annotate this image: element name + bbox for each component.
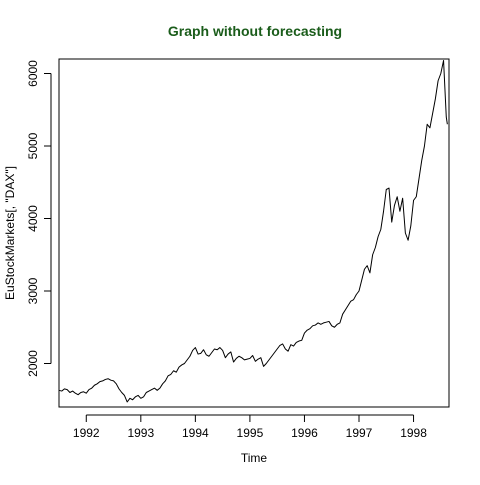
x-tick-label: 1997 (346, 426, 373, 440)
y-tick-label: 3000 (26, 277, 40, 304)
series-line-0 (58, 59, 448, 403)
y-axis: 2000 3000 4000 5000 6000 (26, 60, 52, 377)
y-tick-label: 6000 (26, 60, 40, 87)
x-tick-label: 1994 (182, 426, 209, 440)
x-tick-label: 1996 (291, 426, 318, 440)
series-layer (58, 59, 448, 403)
x-tick-label: 1995 (237, 426, 264, 440)
y-tick-label: 5000 (26, 132, 40, 159)
y-tick-label: 2000 (26, 350, 40, 377)
plot-frame (58, 58, 450, 408)
x-tick-label: 1993 (127, 426, 154, 440)
x-axis-label: Time (241, 451, 268, 465)
x-tick-label: 1992 (73, 426, 100, 440)
x-axis: 1992 1993 1994 1995 1996 1997 1998 (73, 414, 427, 440)
y-axis-label: EuStockMarkets[, "DAX"] (3, 166, 17, 300)
x-tick-label: 1998 (400, 426, 427, 440)
y-tick-label: 4000 (26, 205, 40, 232)
chart-title: Graph without forecasting (168, 23, 342, 39)
